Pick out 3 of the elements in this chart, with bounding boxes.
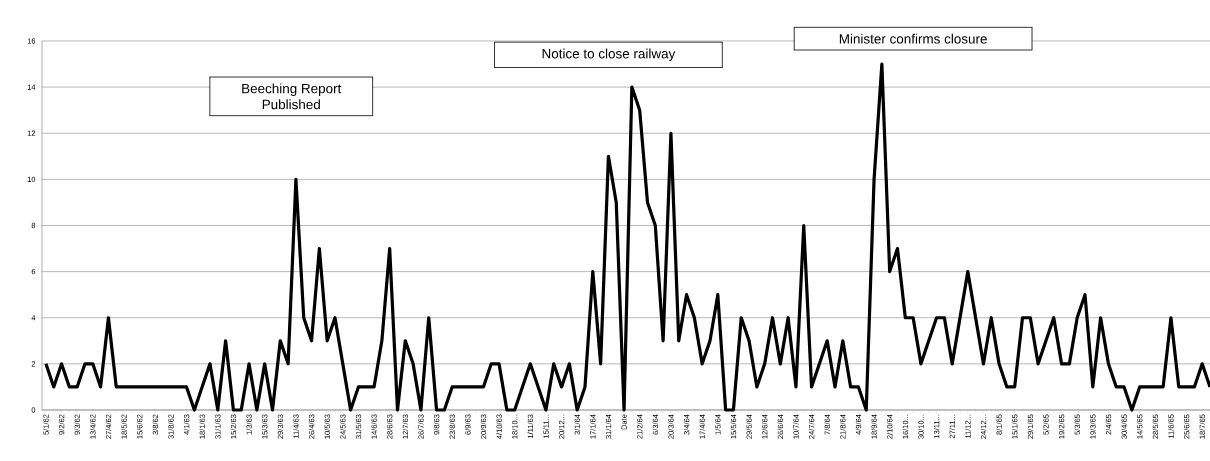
annotation: Minister confirms closure <box>839 33 987 44</box>
annotation: Beeching Report Published <box>242 83 342 110</box>
annotation: Notice to close railway <box>542 48 676 62</box>
